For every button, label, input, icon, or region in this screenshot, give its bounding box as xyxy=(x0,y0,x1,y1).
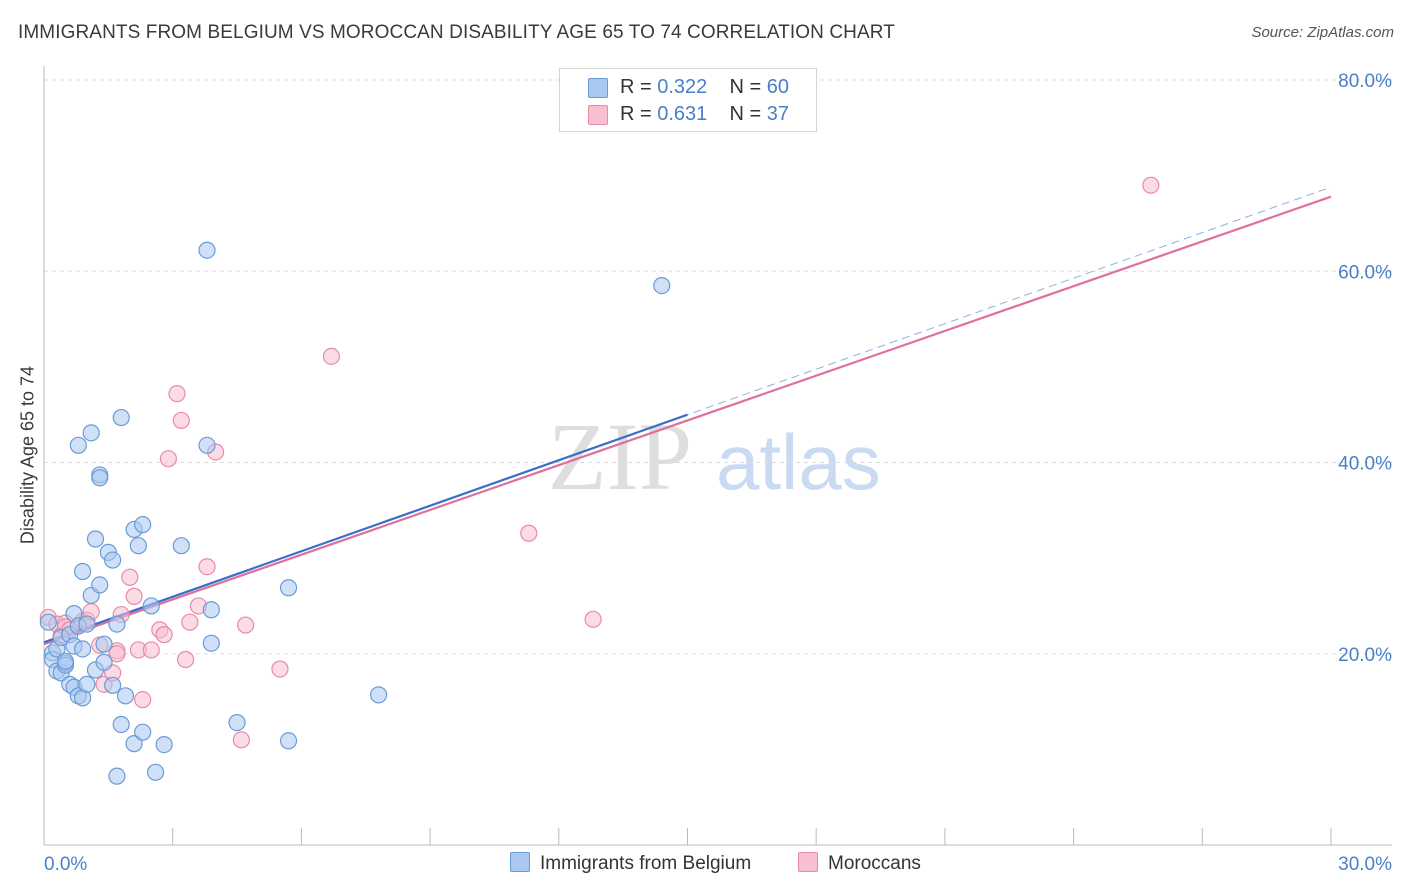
moroccan-point xyxy=(142,641,160,659)
moroccans-swatch xyxy=(588,105,608,125)
belgium-point xyxy=(104,676,122,694)
belgium-point xyxy=(198,241,216,259)
moroccans-legend-label: Moroccans xyxy=(828,853,921,874)
belgium-swatch xyxy=(588,78,608,98)
belgium-point xyxy=(198,436,216,454)
moroccan-point xyxy=(237,616,255,634)
belgium-point xyxy=(86,530,105,548)
belgium-point xyxy=(112,408,130,427)
belgium-point xyxy=(39,613,57,631)
belgium-point xyxy=(202,634,220,652)
n-label: N = xyxy=(729,76,762,98)
moroccan-point xyxy=(108,645,126,663)
belgium-point xyxy=(95,653,113,671)
belgium-r-value: 0.322 xyxy=(657,76,708,98)
y-tick-label: 60.0% xyxy=(1338,262,1392,283)
legend-item-moroccans[interactable]: Moroccans xyxy=(798,852,921,875)
belgium-point xyxy=(69,436,87,454)
chart-title: IMMIGRANTS FROM BELGIUM VS MOROCCAN DISA… xyxy=(18,22,895,43)
moroccan-point xyxy=(181,613,199,631)
moroccan-point xyxy=(172,411,190,430)
x-tick-label: 0.0% xyxy=(44,854,87,875)
belgium-point xyxy=(279,732,298,750)
moroccan-point xyxy=(198,558,216,576)
watermark: ZIP atlas xyxy=(548,403,881,510)
belgium-point xyxy=(146,763,165,781)
belgium-point xyxy=(91,469,109,487)
belgium-point xyxy=(142,597,160,615)
belgium-point xyxy=(95,635,113,653)
belgium-point xyxy=(370,686,388,704)
y-tick-label: 80.0% xyxy=(1338,71,1392,92)
belgium-point xyxy=(134,723,152,741)
source-label: Source: ZipAtlas.com xyxy=(1251,24,1394,41)
r-label: R = xyxy=(620,103,652,125)
moroccan-point xyxy=(271,660,289,678)
belgium-point xyxy=(91,576,109,594)
moroccan-point xyxy=(584,610,602,628)
moroccan-point xyxy=(232,731,250,749)
moroccan-point xyxy=(155,626,173,644)
belgium-legend-swatch xyxy=(510,852,530,872)
belgium-point xyxy=(78,675,96,693)
y-tick-label: 20.0% xyxy=(1338,645,1392,666)
belgium-point xyxy=(74,562,92,581)
moroccan-point xyxy=(1142,176,1160,194)
belgium-n-value: 60 xyxy=(766,76,790,98)
axes xyxy=(43,66,1392,846)
belgium-point xyxy=(653,276,671,295)
belgium-point xyxy=(112,715,130,734)
legend-item-belgium[interactable]: Immigrants from Belgium xyxy=(510,852,751,875)
belgium-point xyxy=(279,579,298,597)
moroccan-point xyxy=(159,450,178,468)
y-tick-label: 40.0% xyxy=(1338,454,1392,475)
r-label: R = xyxy=(620,76,652,98)
belgium-legend-label: Immigrants from Belgium xyxy=(540,853,752,874)
gridlines xyxy=(44,79,1392,655)
moroccans-trend-line xyxy=(43,195,1332,646)
x-tick-label: 30.0% xyxy=(1338,854,1392,875)
belgium-point xyxy=(202,601,220,619)
belgium-point xyxy=(78,615,96,633)
moroccan-point xyxy=(134,691,152,709)
moroccan-point xyxy=(322,347,341,365)
moroccan-point xyxy=(121,568,139,586)
moroccans-r-value: 0.631 xyxy=(657,103,708,125)
belgium-point xyxy=(125,735,143,753)
belgium-point xyxy=(56,652,75,671)
belgium-point xyxy=(116,687,135,705)
belgium-point xyxy=(104,551,122,569)
tick-labels: 20.0% 40.0% 60.0% 80.0% 0.0% 30.0% xyxy=(44,71,1392,875)
belgium-point xyxy=(155,735,173,754)
belgium-point xyxy=(134,516,152,534)
belgium-point xyxy=(228,713,246,732)
trend-lines xyxy=(43,186,1332,646)
moroccans-n-value: 37 xyxy=(766,103,790,125)
moroccan-point xyxy=(168,385,186,403)
n-label: N = xyxy=(729,103,762,125)
belgium-point xyxy=(82,424,100,442)
correlation-legend: R = 0.322 N = 60 R = 0.631 N = 37 xyxy=(559,68,817,132)
belgium-point xyxy=(129,537,147,555)
moroccans-legend-swatch xyxy=(798,852,818,872)
belgium-point xyxy=(108,615,126,633)
moroccan-point xyxy=(125,587,143,605)
belgium-point xyxy=(74,640,92,658)
belgium-point xyxy=(108,767,126,785)
moroccan-point xyxy=(176,650,195,669)
moroccan-point xyxy=(520,524,538,542)
data-points xyxy=(39,176,1160,785)
belgium-point xyxy=(172,537,190,555)
